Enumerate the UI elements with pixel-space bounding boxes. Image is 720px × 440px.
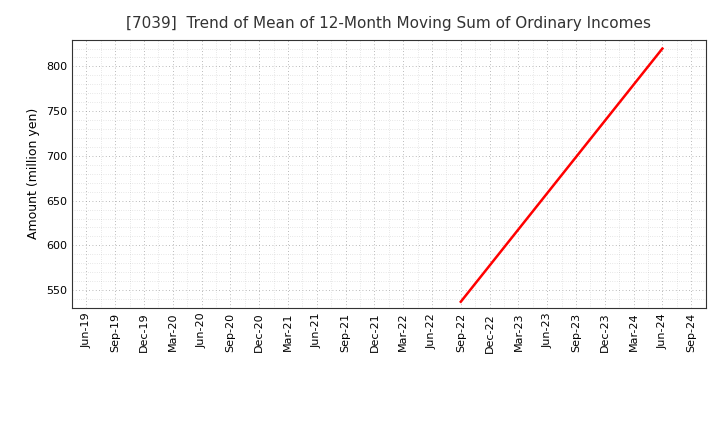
Y-axis label: Amount (million yen): Amount (million yen) xyxy=(27,108,40,239)
Title: [7039]  Trend of Mean of 12-Month Moving Sum of Ordinary Incomes: [7039] Trend of Mean of 12-Month Moving … xyxy=(126,16,652,32)
